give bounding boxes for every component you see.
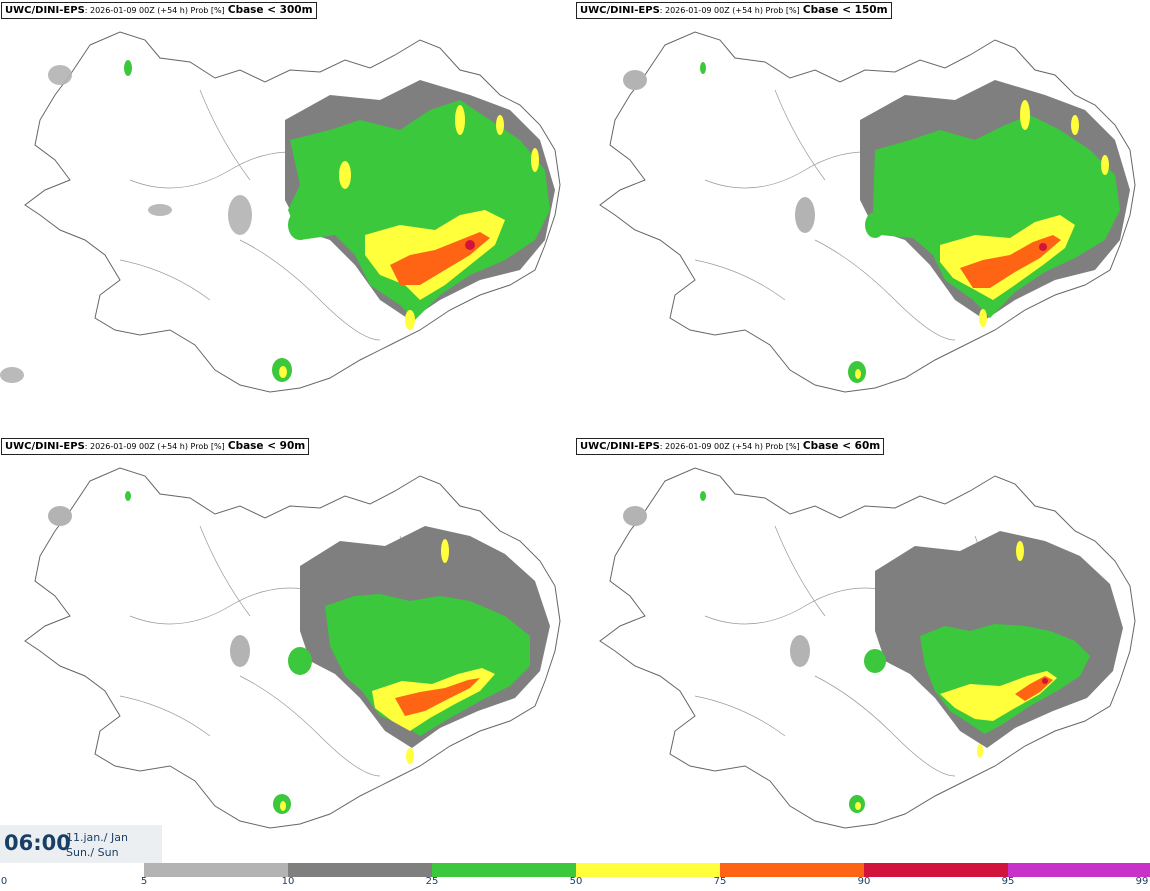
prob-yellow [940,671,1057,721]
legend-tick: 10 [281,876,295,887]
prob-green [288,100,550,320]
map-panel-cbase-90m: UWC/DINI-EPS: 2026-01-09 00Z (+54 h) Pro… [0,436,575,872]
legend-bin-10-25 [288,863,432,877]
prob-gray-light [0,65,252,383]
valid-date: 11.jan./ Jan Sun./ Sun [66,830,128,860]
prob-green [920,624,1090,734]
prob-orange [390,232,490,285]
prob-small-green [124,60,312,382]
region-borders [119,89,414,341]
legend-tick: 99 [1135,876,1149,887]
prob-small-green [700,62,885,383]
legend-tick: 5 [140,876,148,887]
coastline [24,467,561,829]
prob-small-green [125,491,312,814]
region-borders [119,525,414,777]
prob-orange [960,235,1061,288]
map-panel-cbase-300m: UWC/DINI-EPS: 2026-01-09 00Z (+54 h) Pro… [0,0,575,436]
prob-red [1039,243,1047,251]
prob-small-green [700,491,886,813]
prob-yellow-streaks [977,541,1024,758]
iceland-map [599,467,1136,829]
prob-orange [395,678,480,716]
probability-legend: 0 5 10 25 50 75 90 95 99 [0,862,1150,891]
legend-bin-95-99 [1008,863,1150,877]
prob-yellow-streaks [406,539,449,764]
iceland-map [599,31,1136,393]
legend-bin-50-75 [576,863,720,877]
valid-date-line1: 11.jan./ Jan [66,831,128,844]
legend-tick: 0 [0,876,8,887]
legend-bin-25-50 [432,863,576,877]
valid-time: 06:00 [4,831,71,855]
legend-tick: 75 [713,876,727,887]
prob-gray-light [623,70,815,233]
prob-gray-light [48,506,250,667]
map-panel-cbase-60m: UWC/DINI-EPS: 2026-01-09 00Z (+54 h) Pro… [575,436,1150,872]
region-borders [694,89,989,341]
panel-title: UWC/DINI-EPS: 2026-01-09 00Z (+54 h) Pro… [576,2,892,19]
legend-bin-90-95 [864,863,1008,877]
coastline [599,467,1136,829]
coastline [24,31,561,393]
panel-title: UWC/DINI-EPS: 2026-01-09 00Z (+54 h) Pro… [1,438,310,455]
prob-green [873,115,1120,318]
panel-title: UWC/DINI-EPS: 2026-01-09 00Z (+54 h) Pro… [576,438,885,455]
prob-red [465,240,475,250]
legend-tick: 25 [425,876,439,887]
valid-time-box: 06:00 11.jan./ Jan Sun./ Sun [0,825,162,863]
map-panel-cbase-150m: UWC/DINI-EPS: 2026-01-09 00Z (+54 h) Pro… [575,0,1150,436]
prob-red [1042,678,1048,684]
coastline [599,31,1136,393]
region-borders [694,525,989,777]
legend-tick: 95 [1001,876,1015,887]
valid-date-line2: Sun./ Sun [66,846,119,859]
iceland-map [24,467,561,829]
prob-yellow-streaks [979,100,1109,327]
legend-tick: 90 [857,876,871,887]
panel-title: UWC/DINI-EPS: 2026-01-09 00Z (+54 h) Pro… [1,2,317,19]
legend-bin-75-90 [720,863,864,877]
prob-gray-light [623,506,810,667]
legend-tick: 50 [569,876,583,887]
iceland-map [0,31,561,393]
prob-yellow-streaks [339,105,539,330]
legend-bin-5-10 [144,863,288,877]
